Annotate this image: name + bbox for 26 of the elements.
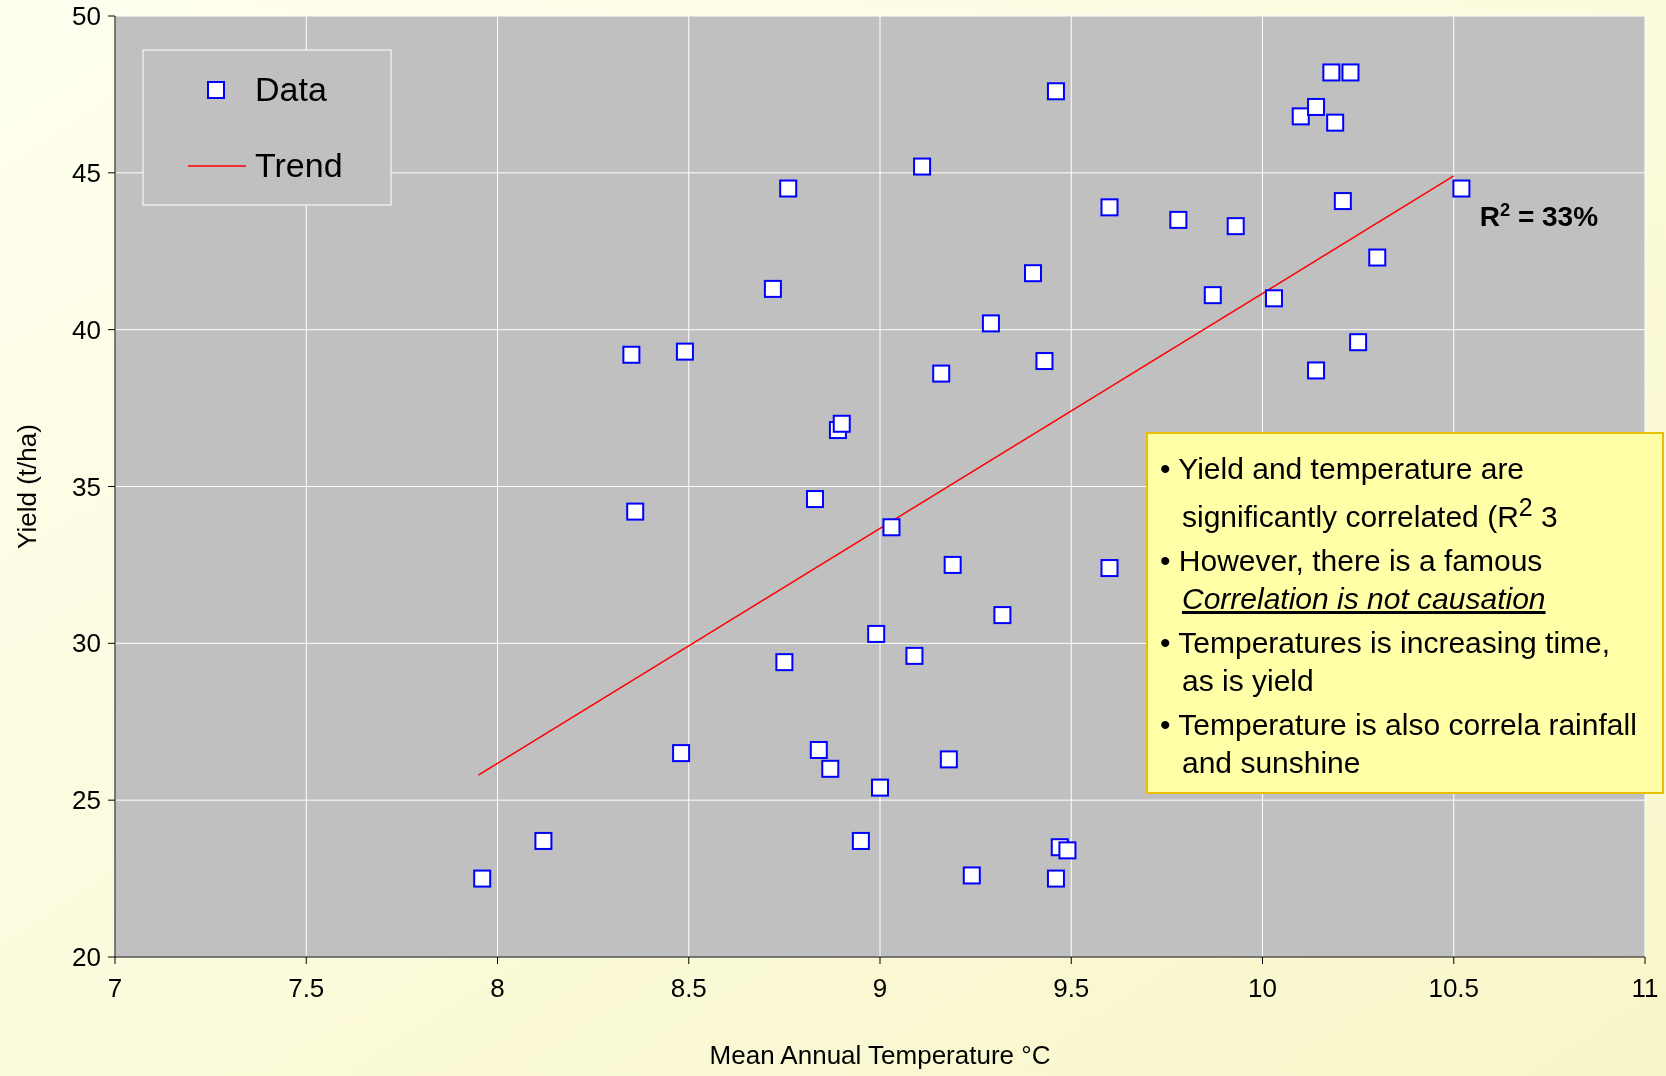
y-tick-label: 40 [72, 314, 101, 345]
legend-label: Trend [255, 146, 343, 184]
x-axis-title: Mean Annual Temperature °C [709, 1040, 1051, 1070]
annotation: • Temperatures is increasing time, as is yield [1160, 626, 1611, 697]
x-tick-label: 7.5 [288, 973, 325, 1003]
y-tick-label: 20 [72, 942, 101, 972]
annotation: Correlation is not causation [1182, 582, 1546, 615]
annotation: • Yield and temperature are significantly correlated (R$^{2}$ 3 [1160, 452, 1558, 533]
legend-label: Data [255, 70, 327, 108]
x-tick-label: 9 [872, 973, 888, 1003]
annotation: • Temperature is also correla rainfall and sunshine [1160, 708, 1637, 779]
annotation: R$^{2}$ = 33% [1479, 199, 1599, 232]
x-tick-label: 8.5 [670, 973, 707, 1003]
x-tick-label: 10.5 [1428, 973, 1480, 1003]
y-tick-label: 45 [72, 157, 101, 188]
annotation: • However, there is a famous [1160, 544, 1543, 577]
y-tick-label: 25 [72, 785, 101, 816]
y-axis-title: Yield (t/ha) [12, 424, 42, 549]
y-tick-label: 30 [72, 628, 101, 659]
y-tick-label: 50 [72, 1, 101, 31]
x-tick-label: 8 [490, 973, 505, 1003]
x-tick-label: 10 [1248, 973, 1277, 1003]
y-tick-label: 35 [72, 471, 101, 502]
x-tick-label: 9.5 [1053, 973, 1090, 1003]
x-tick-label: 7 [107, 973, 123, 1003]
x-tick-label: 11 [1631, 973, 1659, 1003]
